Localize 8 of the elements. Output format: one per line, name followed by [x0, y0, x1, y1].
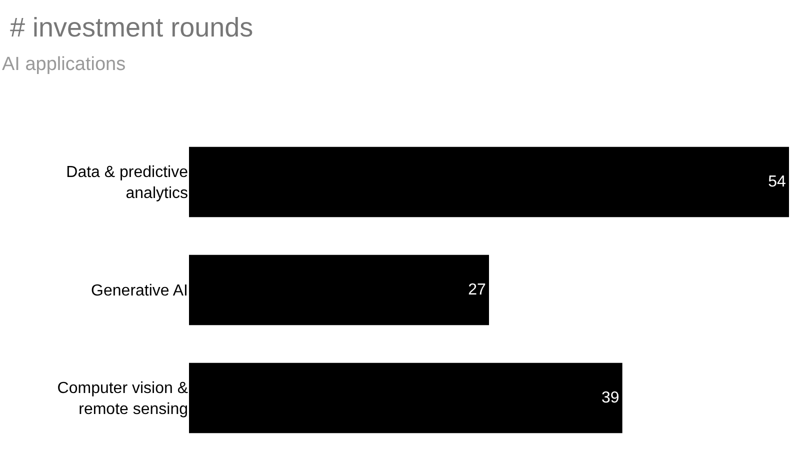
chart-subtitle: AI applications	[2, 54, 126, 75]
y-tick-label: Computer vision & remote sensing	[57, 380, 188, 418]
y-tick-label: Data & predictive analytics	[66, 164, 188, 202]
data-label: 39	[601, 390, 620, 406]
y-tick-label: Generative AI	[91, 282, 188, 300]
data-label: 27	[468, 282, 486, 298]
chart-title: # investment rounds	[10, 12, 254, 42]
data-label: 54	[768, 174, 786, 190]
